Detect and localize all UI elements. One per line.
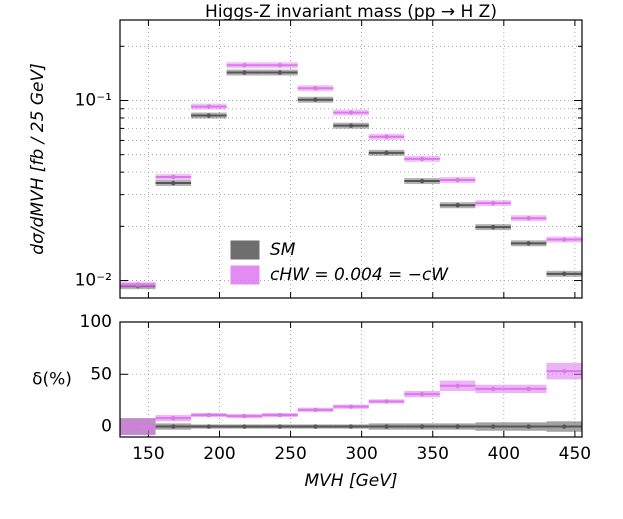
bin-point [419, 391, 425, 397]
bin-point [490, 200, 496, 206]
bin-point [171, 415, 176, 421]
bin-point [384, 134, 389, 139]
y-tick-label: 10⁻¹ [75, 91, 112, 111]
x-tick-label: 200 [203, 444, 235, 464]
bin-point [135, 424, 140, 429]
bin-point [455, 424, 460, 429]
y-tick-label: 10⁻² [75, 271, 112, 291]
bin-point [348, 110, 354, 115]
bin-point [455, 383, 460, 388]
bin-point [206, 412, 212, 418]
chart-title: Higgs-Z invariant mass (pp → H Z) [205, 2, 497, 22]
x-tick-label: 300 [345, 444, 377, 464]
bin-point [313, 86, 318, 91]
bin-point [313, 407, 318, 413]
x-tick-label: 150 [132, 444, 164, 464]
bin-point [242, 424, 247, 429]
bin-point [242, 63, 247, 68]
bin-point [526, 241, 531, 246]
bin-point [206, 113, 212, 118]
bin-point [490, 386, 496, 392]
x-axis-label: MVH [GeV] [304, 471, 397, 491]
legend-swatch [230, 265, 260, 285]
bin-point [490, 424, 496, 429]
y-axis-label: dσ/dMVH [fb / 25 GeV] [28, 63, 48, 254]
bin-point [526, 424, 531, 429]
bin-point [348, 424, 354, 429]
bin-point [171, 424, 176, 429]
x-tick-label: 350 [417, 444, 449, 464]
bin-point [313, 424, 318, 429]
y-axis-label: δ(%) [32, 370, 72, 390]
x-tick-label: 400 [488, 444, 520, 464]
bin-point [348, 123, 354, 128]
bin-point [419, 424, 425, 429]
bin-point [562, 424, 567, 429]
bin-point [526, 386, 531, 392]
bin-point [419, 156, 425, 162]
bin-point [277, 412, 283, 418]
bin-point [384, 399, 389, 404]
legend-label: SM [270, 240, 296, 260]
bin-point [206, 424, 212, 429]
plot-frame [119, 19, 583, 299]
bin-point [562, 271, 567, 277]
y-tick-label: 100 [80, 312, 112, 332]
x-tick-label: 250 [274, 444, 306, 464]
bin-point [419, 178, 425, 184]
y-tick-label: 0 [101, 417, 112, 437]
bin-point [455, 203, 460, 208]
x-tick-label: 450 [559, 444, 591, 464]
bin-point [277, 424, 283, 429]
bin-point [490, 224, 496, 230]
bin-point [206, 104, 212, 109]
bin-point [348, 404, 354, 409]
y-tick-label: 50 [90, 364, 112, 384]
bin-point [277, 63, 283, 68]
bin-point [562, 237, 567, 242]
bin-point [171, 174, 176, 180]
plot-frame [119, 321, 583, 438]
legend-label: cHW = 0.004 = −cW [270, 265, 449, 285]
bin-point [313, 97, 318, 102]
bin-point [562, 368, 567, 374]
bin-point [242, 70, 247, 75]
bin-point [455, 177, 460, 183]
legend-swatch [230, 240, 260, 260]
bin-point [277, 70, 283, 75]
bin-point [384, 150, 389, 156]
bin-point [384, 424, 389, 429]
bin-point [135, 282, 140, 287]
bin-point [171, 180, 176, 186]
bin-point [242, 413, 247, 419]
bin-point [526, 215, 531, 221]
